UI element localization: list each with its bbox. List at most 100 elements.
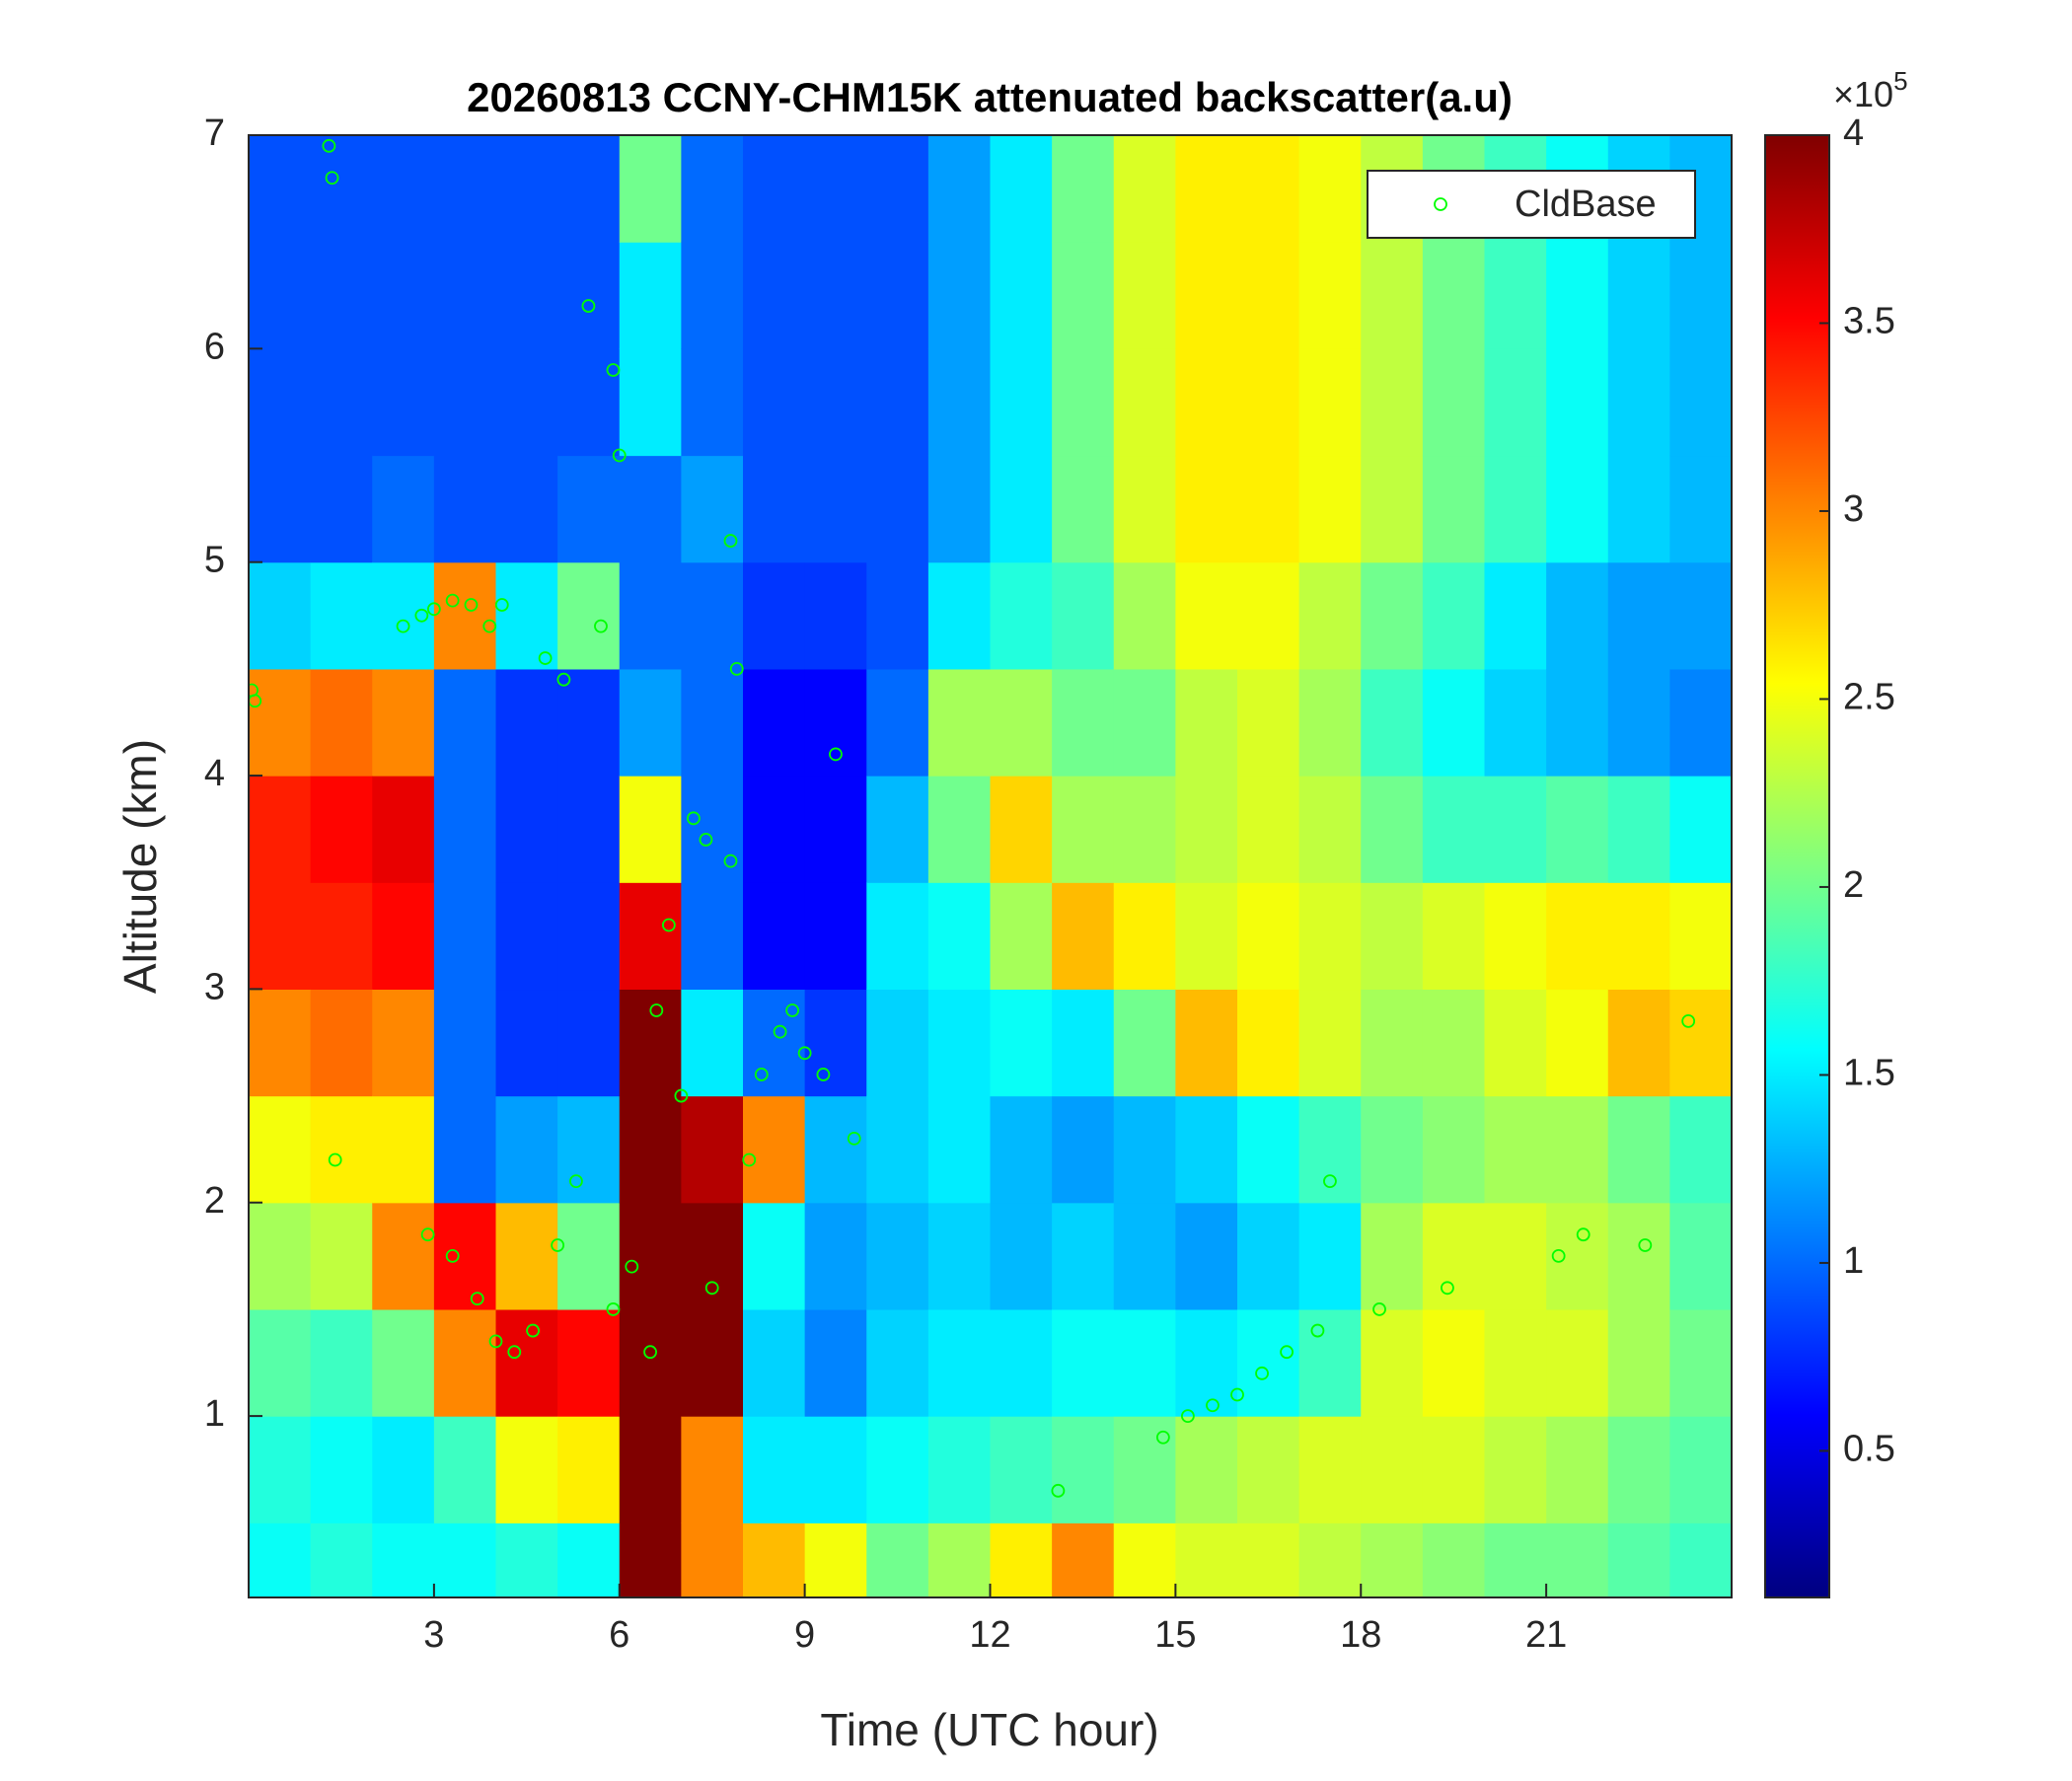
heatmap-cell xyxy=(1669,882,1732,991)
heatmap-cell xyxy=(372,1308,435,1417)
heatmap-cell xyxy=(743,776,806,883)
cloud-base-point xyxy=(1310,1323,1325,1338)
heatmap-cell xyxy=(495,989,558,1097)
heatmap-cell xyxy=(1607,1416,1670,1523)
heatmap-cell xyxy=(1422,1095,1486,1204)
y-tick-label: 1 xyxy=(204,1393,225,1435)
heatmap-cell xyxy=(1113,242,1176,349)
heatmap-cell xyxy=(1361,668,1424,777)
colorbar xyxy=(1764,134,1830,1598)
heatmap-cell xyxy=(743,882,806,991)
heatmap-cell xyxy=(681,348,744,457)
heatmap-cell xyxy=(310,989,373,1097)
heatmap-cell xyxy=(804,1416,867,1523)
heatmap-cell xyxy=(1546,1095,1609,1204)
heatmap-cell xyxy=(495,1095,558,1204)
heatmap-cell xyxy=(681,1308,744,1417)
heatmap-cell xyxy=(1237,561,1300,670)
heatmap-cell xyxy=(619,348,682,457)
cloud-base-point xyxy=(1051,1483,1066,1498)
heatmap-cell xyxy=(927,1522,992,1597)
cloud-base-point xyxy=(606,363,621,377)
heatmap-cell xyxy=(1361,1522,1424,1597)
heatmap-cell xyxy=(1113,135,1176,243)
scatter-layer xyxy=(249,138,1696,1498)
heatmap-cell xyxy=(1607,1202,1670,1310)
heatmap-cell xyxy=(557,1308,621,1417)
heatmap-cell xyxy=(990,455,1053,563)
y-tick-label: 2 xyxy=(204,1180,225,1222)
heatmap-cell xyxy=(743,1308,806,1417)
heatmap-cell xyxy=(1113,776,1176,883)
heatmap-cell xyxy=(927,561,992,670)
heatmap-cell xyxy=(743,348,806,457)
heatmap-cell xyxy=(1669,242,1732,349)
heatmap-cell xyxy=(1607,242,1670,349)
heatmap-cell xyxy=(310,668,373,777)
heatmap-cell xyxy=(1175,455,1238,563)
cloud-base-point xyxy=(1441,1281,1454,1296)
heatmap-cell xyxy=(372,1416,435,1523)
heatmap-cell xyxy=(1484,882,1547,991)
heatmap-cell xyxy=(372,1522,435,1597)
heatmap-cell xyxy=(1422,348,1486,457)
heatmap-cell xyxy=(249,1202,312,1310)
heatmap-cell xyxy=(1175,1522,1238,1597)
colorbar-tick-label: 4 xyxy=(1843,112,1864,154)
heatmap-cell xyxy=(743,135,806,243)
heatmap-cell xyxy=(1546,561,1609,670)
cloud-base-point xyxy=(445,593,460,608)
heatmap-cell xyxy=(990,1308,1053,1417)
heatmap-cell xyxy=(310,776,373,883)
heatmap-cell xyxy=(1546,1202,1609,1310)
heatmap-cell xyxy=(1298,1202,1362,1310)
heatmap-cell xyxy=(1422,882,1486,991)
heatmap-cell xyxy=(1113,1095,1176,1204)
heatmap-cell xyxy=(990,1522,1053,1597)
heatmap-cell xyxy=(1113,561,1176,670)
heatmap-cell xyxy=(1484,455,1547,563)
heatmap-cell xyxy=(1546,776,1609,883)
heatmap-cell xyxy=(433,348,497,457)
heatmap-cell xyxy=(1237,242,1300,349)
heatmap-cell xyxy=(1175,561,1238,670)
heatmap-cell xyxy=(1175,1095,1238,1204)
heatmap-cell xyxy=(495,348,558,457)
heatmap-cell xyxy=(804,1522,867,1597)
heatmap-cell xyxy=(1484,1202,1547,1310)
heatmap-cell xyxy=(1607,882,1670,991)
heatmap-cell xyxy=(1484,242,1547,349)
heatmap-cell xyxy=(927,1202,992,1310)
heatmap-cell xyxy=(557,1416,621,1523)
heatmap-cell xyxy=(310,1416,373,1523)
cloud-base-point xyxy=(569,1174,583,1189)
cloud-base-point xyxy=(1181,1409,1195,1424)
cloud-base-point xyxy=(594,619,608,633)
cloud-base-point xyxy=(742,1152,757,1167)
x-tick-label: 6 xyxy=(609,1614,629,1656)
heatmap-cell xyxy=(927,1416,992,1523)
heatmap-cell xyxy=(681,882,744,991)
heatmap-cell xyxy=(1607,668,1670,777)
heatmap-cell xyxy=(1484,1308,1547,1417)
heatmap-cell xyxy=(681,1095,744,1204)
heatmap-cell xyxy=(927,348,992,457)
cloud-base-point xyxy=(723,853,738,868)
heatmap-cell xyxy=(249,455,312,563)
heatmap-cell xyxy=(619,1416,682,1523)
heatmap-cell xyxy=(433,242,497,349)
cloud-base-point xyxy=(494,598,509,612)
heatmap-cell xyxy=(927,1095,992,1204)
heatmap-cell xyxy=(619,242,682,349)
cloud-base-point xyxy=(773,1024,787,1039)
heatmap-cell xyxy=(804,1095,867,1204)
heatmap-cell xyxy=(310,1522,373,1597)
heatmap-cell xyxy=(866,1522,929,1597)
heatmap-cell xyxy=(557,989,621,1097)
heatmap-cell xyxy=(1361,776,1424,883)
heatmap-cell xyxy=(866,776,929,883)
cloud-base-point xyxy=(704,1281,719,1296)
heatmap-cell xyxy=(249,1416,312,1523)
heatmap-cell xyxy=(990,242,1053,349)
